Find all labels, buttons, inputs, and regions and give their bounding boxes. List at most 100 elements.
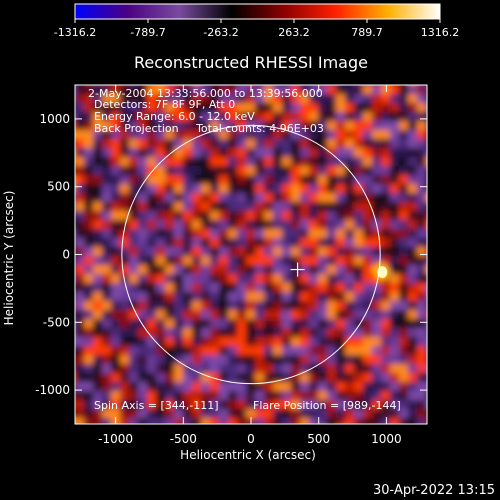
heatmap-cell [210, 391, 220, 401]
heatmap-cell [417, 364, 427, 374]
heatmap-cell [75, 256, 85, 266]
heatmap-cell [102, 175, 112, 185]
heatmap-cell [129, 346, 139, 356]
heatmap-cell [336, 166, 346, 176]
heatmap-cell [336, 265, 346, 275]
heatmap-cell [156, 328, 166, 338]
flare-position-label: Flare Position = [989,-144] [253, 399, 401, 412]
heatmap-cell [237, 292, 247, 302]
heatmap-cell [417, 301, 427, 311]
heatmap-cell [417, 238, 427, 248]
heatmap-cell [372, 319, 382, 329]
heatmap-cell [408, 211, 418, 221]
heatmap-cell [381, 337, 391, 347]
heatmap-cell [228, 328, 238, 338]
heatmap-cell [138, 382, 148, 392]
heatmap-cell [255, 184, 265, 194]
heatmap-cell [102, 328, 112, 338]
heatmap-cell [147, 382, 157, 392]
heatmap-cell [138, 283, 148, 293]
heatmap-cell [201, 301, 211, 311]
heatmap-cell [282, 130, 292, 140]
heatmap-cell [201, 400, 211, 410]
heatmap-cell [120, 364, 130, 374]
heatmap-cell [408, 157, 418, 167]
heatmap-cell [102, 265, 112, 275]
heatmap-cell [138, 220, 148, 230]
heatmap-cell [417, 166, 427, 176]
heatmap-cell [381, 121, 391, 131]
heatmap-cell [102, 256, 112, 266]
heatmap-cell [336, 382, 346, 392]
heatmap-cell [399, 247, 409, 257]
heatmap-cell [336, 274, 346, 284]
heatmap-cell [75, 427, 85, 437]
heatmap-cell [255, 94, 265, 104]
heatmap-cell [300, 265, 310, 275]
heatmap-cell [435, 193, 445, 203]
heatmap-cell [408, 292, 418, 302]
heatmap-cell [345, 229, 355, 239]
heatmap-cell [327, 229, 337, 239]
heatmap-cell [435, 184, 445, 194]
heatmap-cell [174, 202, 184, 212]
heatmap-cell [372, 256, 382, 266]
heatmap-cell [399, 184, 409, 194]
heatmap-cell [381, 94, 391, 104]
heatmap-cell [120, 148, 130, 158]
heatmap-cell [255, 355, 265, 365]
heatmap-cell [237, 328, 247, 338]
heatmap-cell [408, 409, 418, 419]
heatmap-cell [345, 184, 355, 194]
heatmap-cell [255, 175, 265, 185]
heatmap-cell [435, 85, 445, 95]
heatmap-cell [327, 319, 337, 329]
heatmap-cell [372, 364, 382, 374]
heatmap-cell [417, 373, 427, 383]
heatmap-cell [138, 112, 148, 122]
heatmap-cell [93, 175, 103, 185]
heatmap-cell [372, 418, 382, 424]
heatmap-cell [291, 373, 301, 383]
heatmap-cell [336, 184, 346, 194]
heatmap-cell [273, 121, 283, 131]
heatmap-cell [75, 103, 85, 113]
heatmap-cell [84, 364, 94, 374]
heatmap-cell [75, 283, 85, 293]
heatmap-cell [228, 121, 238, 131]
heatmap-cell [237, 193, 247, 203]
heatmap-cell [84, 157, 94, 167]
heatmap-cell [327, 175, 337, 185]
heatmap-cell [246, 292, 256, 302]
heatmap-cell [165, 139, 175, 149]
heatmap-cell [345, 301, 355, 311]
heatmap-cell [291, 355, 301, 365]
heatmap-cell [327, 130, 337, 140]
heatmap-cell [192, 310, 202, 320]
heatmap-cell [390, 391, 400, 401]
heatmap-cell [435, 400, 445, 410]
heatmap-cell [192, 85, 202, 95]
heatmap-cell [183, 94, 193, 104]
heatmap-cell [129, 220, 139, 230]
heatmap-cell [264, 175, 274, 185]
heatmap-cell [327, 220, 337, 230]
heatmap-cell [246, 319, 256, 329]
heatmap-cell [327, 274, 337, 284]
heatmap-cell [264, 274, 274, 284]
heatmap-cell [120, 337, 130, 347]
heatmap-cell [327, 157, 337, 167]
heatmap-cell [336, 202, 346, 212]
heatmap-cell [156, 175, 166, 185]
heatmap-cell [327, 382, 337, 392]
heatmap-cell [210, 238, 220, 248]
heatmap-cell [228, 400, 238, 410]
heatmap-cell [138, 319, 148, 329]
heatmap-cell [354, 310, 364, 320]
colorbar [74, 3, 441, 20]
heatmap-cell [147, 148, 157, 158]
heatmap-cell [138, 85, 148, 95]
heatmap-cell [426, 427, 436, 437]
heatmap-cell [183, 364, 193, 374]
heatmap-cell [129, 328, 139, 338]
